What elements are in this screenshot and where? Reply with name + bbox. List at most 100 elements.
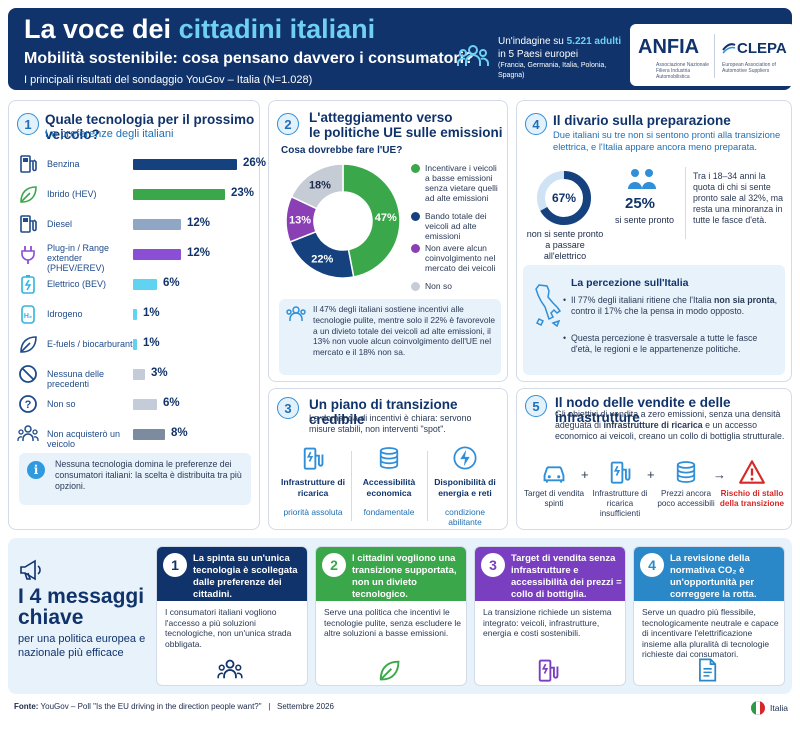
- italy-map-icon: [533, 283, 563, 327]
- technology-value: 26%: [243, 157, 267, 169]
- donut-slice-label: 22%: [311, 254, 333, 266]
- megaphone-icon: [18, 558, 44, 582]
- italy-perception-box: La percezione sull'Italia • Il 77% degli …: [523, 265, 785, 375]
- svg-text:H₂: H₂: [24, 313, 32, 320]
- technology-row: Diesel 12%: [17, 211, 257, 237]
- technology-bar: [133, 249, 181, 260]
- technology-row: Nessuna delle precedenti 3%: [17, 361, 257, 389]
- divider: [427, 451, 428, 521]
- ready-value: 25%: [625, 195, 656, 212]
- panel-title: Il divario sulla preparazione: [553, 113, 731, 128]
- technology-label: E-fuels / biocarburanti: [47, 339, 135, 349]
- car-icon: [541, 459, 567, 485]
- transition-need-tag: fondamentale: [363, 507, 415, 517]
- lightning-icon: [452, 445, 478, 471]
- technology-label: Non acquisterò un veicolo: [47, 429, 121, 449]
- panel-title: L'atteggiamento verso le politiche UE sul…: [309, 110, 503, 140]
- technology-bar: [133, 309, 137, 320]
- panel-subtitle: Due italiani su tre non si sentono pront…: [553, 129, 781, 152]
- charging-station-icon: [535, 657, 561, 683]
- key-messages-section: I 4 messaggi chiave per una politica eur…: [8, 538, 792, 694]
- legend-swatch: [411, 282, 420, 291]
- donut-slice-label: 47%: [375, 212, 397, 224]
- donut-slice: [342, 163, 401, 278]
- ban-icon: [17, 363, 39, 385]
- info-icon: i: [27, 461, 45, 479]
- technology-value: 12%: [187, 217, 211, 229]
- svg-text:?: ?: [25, 399, 32, 411]
- legend-label: Non avere alcun coinvolgimento nel merca…: [425, 243, 496, 273]
- transition-need: Infrastrutture di ricarica priorità assol…: [277, 445, 349, 525]
- panel-number: 1: [17, 113, 39, 135]
- technology-value: 6%: [163, 277, 180, 289]
- message-headline: La spinta su un'unica tecnologia è scoll…: [193, 553, 298, 600]
- technology-label: Idrogeno: [47, 309, 83, 319]
- message-body: Serve una politica che incentivi le tecn…: [324, 607, 462, 638]
- technology-bar: [133, 429, 165, 440]
- warning-icon: [739, 459, 765, 485]
- technology-value: 1%: [143, 307, 160, 319]
- panel-number: 5: [525, 395, 547, 417]
- panel-number: 4: [525, 113, 547, 135]
- message-card: 4 La revisione della normativa CO₂ è un'o…: [633, 546, 785, 686]
- messages-subtitle: per una politica europea e nazionale più…: [18, 633, 146, 659]
- people-icon: [285, 305, 307, 323]
- youth-note: Tra i 18–34 anni la quota di chi si sent…: [693, 171, 783, 225]
- technology-label: Nessuna delle precedenti: [47, 369, 105, 389]
- poll-question: Cosa dovrebbe fare l'UE?: [281, 145, 403, 156]
- divider: [685, 167, 686, 239]
- fuel-pump-icon: [17, 153, 39, 175]
- technology-bar: [133, 219, 181, 230]
- technology-bar: [133, 369, 145, 380]
- technology-bar: [133, 279, 157, 290]
- leaf-icon: [376, 657, 402, 683]
- technology-label: Elettrico (BEV): [47, 279, 107, 289]
- panel-readiness-gap: 4 Il divario sulla preparazione Due ital…: [516, 100, 792, 382]
- technology-label: Ibrido (HEV): [47, 189, 97, 199]
- message-number: 3: [481, 553, 505, 577]
- people-icon: [17, 423, 39, 445]
- technology-label: Benzina: [47, 159, 80, 169]
- page-subtitle-2: I principali risultati del sondaggio You…: [24, 74, 313, 86]
- technology-row: Plug-in / Range extender (PHEV/EREV) 12%: [17, 241, 257, 273]
- technology-value: 23%: [231, 187, 255, 199]
- plug-icon: [17, 243, 39, 265]
- message-number: 2: [322, 553, 346, 577]
- flow-step: Infrastrutture di ricarica insufficienti: [587, 459, 653, 529]
- header-banner: La voce dei cittadini italiani Mobilità …: [8, 8, 796, 90]
- document-icon: [694, 657, 720, 683]
- legend-label: Non so: [425, 281, 452, 291]
- technology-value: 1%: [143, 337, 160, 349]
- clepa-logo: CLEPA: [737, 40, 787, 57]
- anfia-logo: ANFIA: [638, 36, 700, 58]
- transition-need: Disponibilità di energia e reti condizion…: [429, 445, 501, 527]
- arrow-right-icon: →: [713, 467, 726, 482]
- leaf-icon: [17, 183, 39, 205]
- technology-value: 3%: [151, 367, 168, 379]
- panel-title: Quale tecnologia per il prossimo veicolo…: [45, 112, 255, 142]
- ready-caption: si sente pronto: [615, 215, 675, 225]
- flow-step-label: Rischio di stallo della transizione: [719, 489, 785, 508]
- technology-row: Non acquisterò un veicolo 8%: [17, 421, 257, 449]
- panel-title: Il nodo delle vendite e delle infrastrut…: [555, 395, 731, 425]
- partner-logos: ANFIA Associazione Nazionale Filiera Ind…: [630, 24, 796, 86]
- technology-row: E-fuels / biocarburanti 1%: [17, 331, 257, 357]
- technology-value: 8%: [171, 427, 188, 439]
- page-subtitle: Mobilità sostenibile: cosa pensano davve…: [24, 50, 474, 67]
- policy-donut-chart: 47% 22% 13% 18%: [285, 163, 401, 279]
- italy-flag-icon: [751, 701, 765, 715]
- charging-station-icon: [300, 445, 326, 471]
- message-body: La transizione richiede un sistema integ…: [483, 607, 612, 638]
- message-card-header: 3 Target di vendita senza infrastrutture …: [475, 547, 625, 601]
- people-icon: [456, 40, 490, 74]
- technology-row: Ibrido (HEV) 23%: [17, 181, 257, 207]
- country-label: Italia: [770, 703, 788, 713]
- technology-bar: [133, 159, 237, 170]
- technology-row: Elettrico (BEV) 6%: [17, 271, 257, 297]
- technology-bar: [133, 399, 157, 410]
- message-card: 1 La spinta su un'unica tecnologia è scol…: [156, 546, 308, 686]
- transition-need-title: Infrastrutture di ricarica: [281, 477, 345, 498]
- message-headline: La revisione della normativa CO₂ è un'op…: [670, 553, 757, 600]
- flow-step-label: Prezzi ancora poco accessibili: [657, 489, 715, 508]
